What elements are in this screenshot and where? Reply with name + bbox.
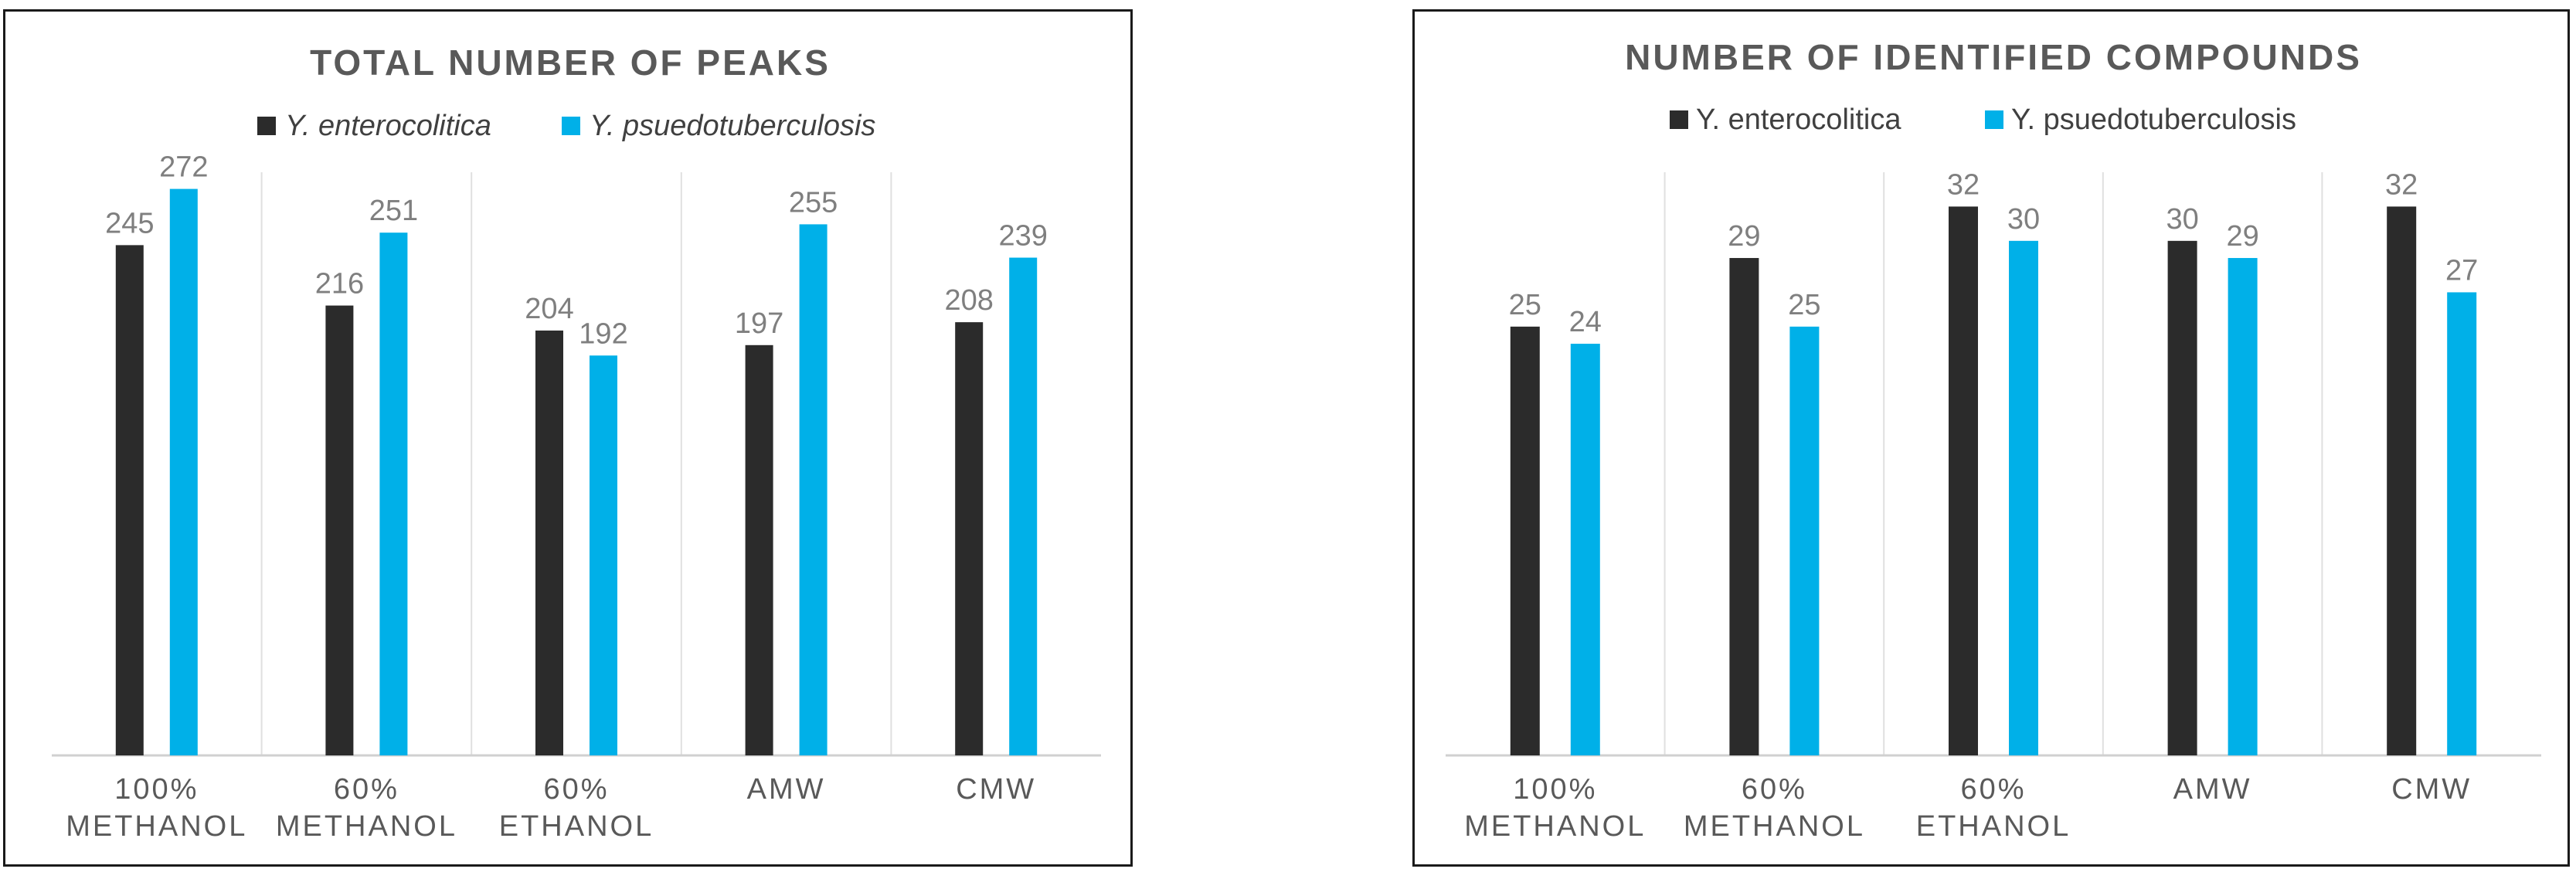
bar-series-1-cat-5 bbox=[2387, 206, 2417, 755]
legend-swatch-1 bbox=[1670, 110, 1688, 129]
x-tick-label-cat-2-line-1: 60% bbox=[1742, 773, 1807, 806]
data-label-series-2-cat-3: 30 bbox=[2007, 203, 2040, 236]
x-tick-label-cat-2-line-2: METHANOL bbox=[276, 810, 457, 843]
x-tick-label-cat-2-line-2: METHANOL bbox=[1684, 810, 1865, 843]
legend-swatch-1 bbox=[257, 117, 276, 135]
bar-series-2-cat-4 bbox=[2228, 258, 2258, 755]
legend-label-1: Y. enterocolitica bbox=[285, 110, 491, 142]
bar-series-2-cat-2 bbox=[1789, 326, 1820, 756]
data-label-series-1-cat-3: 204 bbox=[525, 293, 573, 325]
legend-swatch-2 bbox=[1985, 110, 2003, 129]
data-label-series-2-cat-2: 251 bbox=[369, 195, 418, 227]
bar-series-2-cat-5 bbox=[2447, 292, 2477, 755]
bar-series-1-cat-1 bbox=[1510, 326, 1540, 756]
chart-svg-identified-compounds: NUMBER OF IDENTIFIED COMPOUNDS Y. enteroc… bbox=[1446, 37, 2541, 843]
chart-title: NUMBER OF IDENTIFIED COMPOUNDS bbox=[1625, 37, 2362, 77]
x-tick-label-cat-3-line-2: ETHANOL bbox=[1916, 810, 2071, 843]
bar-series-2-cat-4 bbox=[799, 224, 828, 755]
bar-series-1-cat-3 bbox=[535, 330, 563, 755]
x-tick-label-cat-4-line-1: AMW bbox=[2173, 773, 2252, 806]
x-tick-label-cat-2-line-1: 60% bbox=[334, 773, 399, 806]
data-label-series-2-cat-4: 29 bbox=[2226, 220, 2258, 253]
x-tick-label-cat-1-line-1: 100% bbox=[1513, 773, 1597, 806]
bar-series-2-cat-3 bbox=[2009, 240, 2038, 756]
chart-title: TOTAL NUMBER OF PEAKS bbox=[310, 42, 831, 83]
x-tick-label-cat-3-line-2: ETHANOL bbox=[499, 810, 654, 843]
data-label-series-2-cat-1: 24 bbox=[1569, 306, 1602, 338]
data-label-series-1-cat-1: 245 bbox=[105, 207, 154, 239]
data-label-series-1-cat-5: 32 bbox=[2385, 168, 2418, 201]
data-label-series-1-cat-2: 216 bbox=[315, 268, 364, 300]
bar-series-1-cat-2 bbox=[325, 305, 354, 756]
data-label-series-2-cat-3: 192 bbox=[579, 317, 627, 350]
chart-panel-identified-compounds: NUMBER OF IDENTIFIED COMPOUNDS Y. enteroc… bbox=[1412, 9, 2570, 867]
bar-series-1-cat-3 bbox=[1949, 206, 1978, 755]
bar-series-1-cat-1 bbox=[115, 245, 144, 755]
x-tick-label-cat-3-line-1: 60% bbox=[1960, 773, 2026, 806]
x-tick-label-cat-1-line-2: METHANOL bbox=[1464, 810, 1646, 843]
legend-swatch-2 bbox=[562, 117, 580, 135]
data-label-series-1-cat-4: 30 bbox=[2166, 203, 2198, 236]
data-label-series-2-cat-1: 272 bbox=[159, 151, 208, 184]
legend-label-2: Y. psuedotuberculosis bbox=[590, 110, 875, 142]
bar-series-2-cat-2 bbox=[379, 232, 408, 756]
data-label-series-1-cat-1: 25 bbox=[1509, 289, 1541, 321]
legend-label-1: Y. enterocolitica bbox=[1696, 104, 1901, 136]
legend-label-2: Y. psuedotuberculosis bbox=[2011, 104, 2296, 136]
x-tick-label-cat-1-line-1: 100% bbox=[114, 773, 199, 806]
data-label-series-2-cat-4: 255 bbox=[789, 186, 838, 219]
chart-panel-total-peaks: TOTAL NUMBER OF PEAKS Y. enterocolitica Y.… bbox=[3, 9, 1133, 867]
bar-series-1-cat-5 bbox=[955, 322, 984, 756]
legend: Y. enterocolitica Y. psuedotuberculosis bbox=[1670, 104, 2296, 136]
data-label-series-1-cat-3: 32 bbox=[1947, 168, 1980, 201]
bar-series-2-cat-1 bbox=[1570, 344, 1600, 755]
bar-series-1-cat-2 bbox=[1729, 258, 1759, 755]
x-tick-label-cat-3-line-1: 60% bbox=[543, 773, 609, 806]
legend: Y. enterocolitica Y. psuedotuberculosis bbox=[257, 110, 875, 142]
bar-series-1-cat-4 bbox=[2167, 240, 2197, 756]
x-tick-label-cat-5-line-1: CMW bbox=[956, 773, 1036, 806]
bar-series-2-cat-3 bbox=[590, 355, 617, 755]
x-tick-label-cat-1-line-2: METHANOL bbox=[66, 810, 247, 843]
data-label-series-1-cat-5: 208 bbox=[944, 284, 993, 317]
data-label-series-2-cat-2: 25 bbox=[1788, 289, 1820, 321]
bar-series-2-cat-1 bbox=[169, 188, 198, 756]
data-label-series-1-cat-4: 197 bbox=[735, 307, 783, 340]
data-label-series-2-cat-5: 239 bbox=[998, 220, 1047, 253]
bar-series-1-cat-4 bbox=[745, 344, 773, 755]
bar-series-2-cat-5 bbox=[1009, 257, 1038, 755]
x-tick-label-cat-4-line-1: AMW bbox=[747, 773, 826, 806]
data-label-series-1-cat-2: 29 bbox=[1728, 220, 1760, 253]
data-label-series-2-cat-5: 27 bbox=[2445, 254, 2478, 287]
x-tick-label-cat-5-line-1: CMW bbox=[2391, 773, 2472, 806]
